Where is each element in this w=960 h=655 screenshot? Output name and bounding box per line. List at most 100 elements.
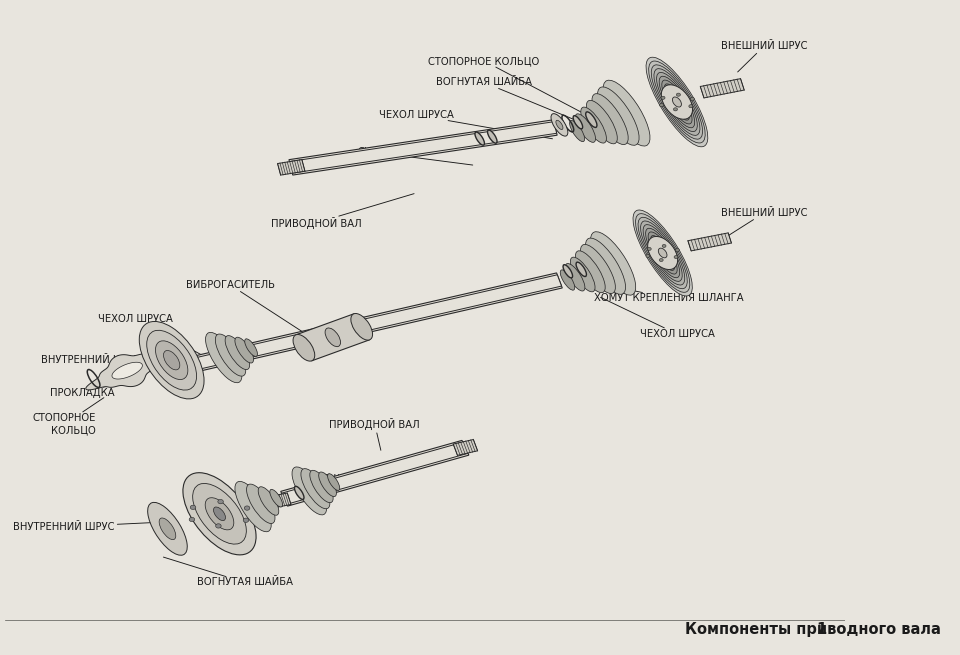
- Ellipse shape: [215, 334, 246, 376]
- Polygon shape: [189, 273, 563, 372]
- Circle shape: [243, 518, 249, 523]
- Ellipse shape: [586, 238, 626, 294]
- Circle shape: [218, 500, 224, 504]
- Ellipse shape: [660, 76, 695, 128]
- Polygon shape: [346, 323, 369, 340]
- Ellipse shape: [664, 84, 689, 120]
- Ellipse shape: [569, 121, 585, 141]
- Ellipse shape: [293, 335, 315, 361]
- Circle shape: [662, 244, 666, 248]
- Text: ЧЕХОЛ ШРУСА: ЧЕХОЛ ШРУСА: [296, 474, 371, 497]
- Polygon shape: [190, 275, 562, 370]
- Ellipse shape: [648, 236, 678, 269]
- Ellipse shape: [310, 470, 333, 502]
- Text: ЧЕХОЛ ШРУСА: ЧЕХОЛ ШРУСА: [99, 314, 203, 356]
- Ellipse shape: [640, 221, 684, 285]
- Ellipse shape: [648, 232, 677, 274]
- Ellipse shape: [575, 114, 595, 142]
- Ellipse shape: [300, 468, 330, 509]
- Ellipse shape: [325, 328, 341, 346]
- Circle shape: [661, 96, 665, 100]
- Ellipse shape: [653, 239, 672, 267]
- Circle shape: [660, 259, 663, 261]
- Ellipse shape: [205, 332, 242, 383]
- Ellipse shape: [475, 132, 485, 145]
- Ellipse shape: [247, 484, 275, 523]
- Text: ЧЕХОЛ ШРУСА: ЧЕХОЛ ШРУСА: [379, 110, 553, 139]
- Circle shape: [216, 524, 221, 528]
- Ellipse shape: [564, 265, 572, 278]
- Circle shape: [189, 517, 195, 521]
- Text: ВНЕШНИЙ ШРУС: ВНЕШНИЙ ШРУС: [721, 208, 807, 236]
- Text: ВНУТРЕННИЙ ШРУС: ВНУТРЕННИЙ ШРУС: [13, 522, 156, 532]
- Ellipse shape: [319, 472, 336, 496]
- Circle shape: [676, 248, 680, 252]
- Ellipse shape: [667, 88, 686, 117]
- Text: ВОГНУТАЯ ШАЙБА: ВОГНУТАЯ ШАЙБА: [436, 77, 585, 124]
- Ellipse shape: [556, 121, 563, 130]
- Ellipse shape: [488, 130, 497, 143]
- Ellipse shape: [603, 80, 650, 146]
- Ellipse shape: [646, 228, 680, 278]
- Polygon shape: [271, 493, 291, 508]
- Ellipse shape: [661, 80, 692, 124]
- Ellipse shape: [350, 314, 372, 340]
- Ellipse shape: [226, 335, 250, 369]
- Circle shape: [677, 93, 681, 96]
- Polygon shape: [700, 79, 744, 98]
- Ellipse shape: [649, 61, 706, 143]
- Ellipse shape: [292, 467, 326, 515]
- Ellipse shape: [258, 487, 278, 515]
- Ellipse shape: [205, 498, 234, 530]
- Circle shape: [673, 108, 678, 111]
- Ellipse shape: [633, 210, 692, 296]
- Ellipse shape: [245, 339, 257, 356]
- Text: ПРИВОДНОЙ ВАЛ: ПРИВОДНОЙ ВАЛ: [271, 194, 414, 229]
- Ellipse shape: [270, 489, 282, 507]
- Polygon shape: [85, 351, 169, 390]
- Ellipse shape: [551, 114, 567, 136]
- Ellipse shape: [646, 57, 708, 147]
- Text: ВНЕШНИЙ ШРУС: ВНЕШНИЙ ШРУС: [721, 41, 807, 72]
- Ellipse shape: [586, 112, 597, 128]
- Circle shape: [674, 255, 678, 259]
- Polygon shape: [298, 331, 323, 348]
- Ellipse shape: [163, 350, 180, 370]
- Circle shape: [689, 105, 693, 108]
- Polygon shape: [112, 362, 142, 379]
- Ellipse shape: [651, 65, 703, 139]
- Ellipse shape: [156, 341, 188, 379]
- Polygon shape: [289, 122, 557, 173]
- Ellipse shape: [575, 251, 605, 293]
- Ellipse shape: [638, 217, 687, 289]
- Ellipse shape: [159, 518, 176, 540]
- Polygon shape: [296, 314, 370, 361]
- Polygon shape: [277, 160, 305, 175]
- Text: ВИБРОГАСИТЕЛЬ: ВИБРОГАСИТЕЛЬ: [186, 280, 303, 333]
- Ellipse shape: [581, 107, 607, 143]
- Ellipse shape: [592, 94, 628, 145]
- Text: ПРИВОДНОЙ ВАЛ: ПРИВОДНОЙ ВАЛ: [329, 419, 420, 450]
- Text: ХОМУТ КРЕПЛЕНИЯ ШЛАНГА: ХОМУТ КРЕПЛЕНИЯ ШЛАНГА: [594, 290, 744, 303]
- Ellipse shape: [235, 481, 272, 532]
- Circle shape: [660, 103, 663, 107]
- Circle shape: [690, 98, 694, 100]
- Ellipse shape: [661, 84, 692, 119]
- Ellipse shape: [327, 474, 340, 491]
- Ellipse shape: [659, 248, 667, 258]
- Polygon shape: [453, 440, 478, 455]
- Ellipse shape: [213, 507, 226, 521]
- Ellipse shape: [570, 257, 595, 292]
- Circle shape: [244, 506, 250, 510]
- Text: ВНУТРЕННИЙ ШРУС: ВНУТРЕННИЙ ШРУС: [40, 355, 166, 367]
- Ellipse shape: [561, 270, 575, 290]
- Ellipse shape: [672, 97, 682, 107]
- Circle shape: [646, 254, 650, 257]
- Ellipse shape: [643, 225, 683, 282]
- Polygon shape: [688, 233, 732, 251]
- Ellipse shape: [147, 330, 197, 390]
- Polygon shape: [281, 442, 468, 504]
- Polygon shape: [289, 120, 557, 175]
- Ellipse shape: [573, 116, 583, 129]
- Text: СТОПОРНОЕ КОЛЬЦО: СТОПОРНОЕ КОЛЬЦО: [428, 56, 590, 117]
